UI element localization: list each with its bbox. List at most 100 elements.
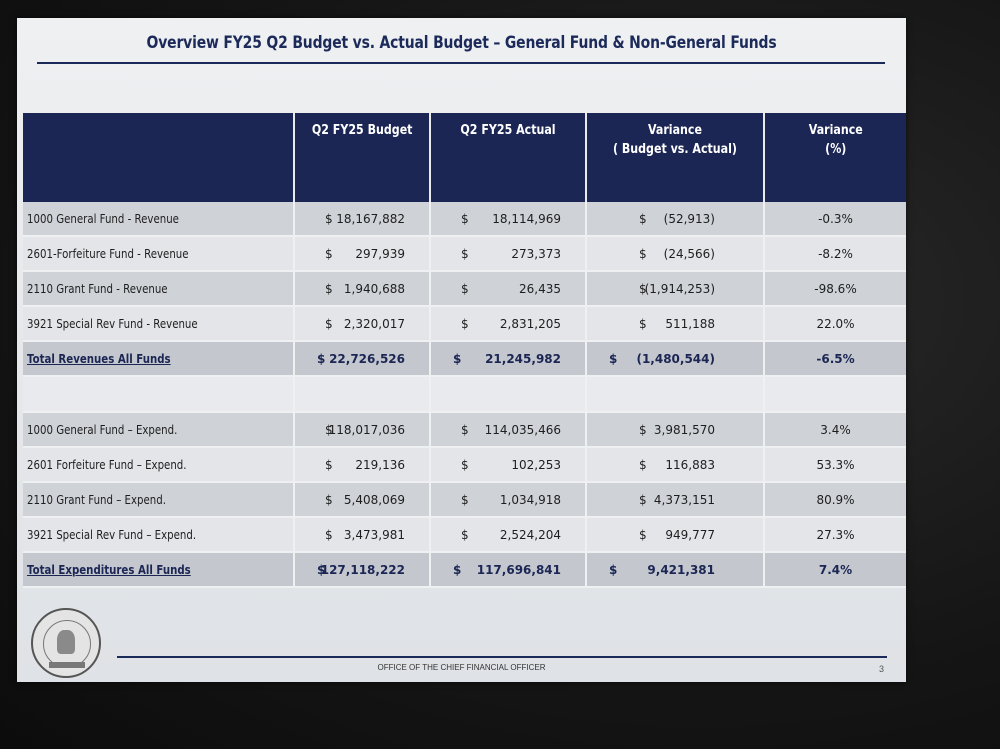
- row-label: 1000 General Fund – Expend.: [23, 412, 295, 448]
- budget-value: 219,136: [355, 457, 405, 472]
- revenue-row: 3921 Special Rev Fund - Revenue $2,320,01…: [23, 306, 906, 342]
- budget-cell: $297,939: [294, 236, 431, 272]
- currency-symbol: $: [461, 457, 469, 472]
- currency-symbol: $: [453, 351, 462, 366]
- currency-symbol: $: [461, 211, 469, 226]
- currency-symbol: $: [639, 281, 647, 296]
- budget-value: 127,118,222: [320, 562, 405, 577]
- variance-pct-value: 27.3%: [764, 517, 906, 553]
- actual-value: 21,245,982: [485, 351, 561, 366]
- expense-row: 3921 Special Rev Fund – Expend. $3,473,98…: [23, 517, 906, 553]
- actual-value: 2,831,205: [499, 316, 561, 331]
- variance-pct-value: 22.0%: [764, 306, 906, 342]
- budget-cell: $118,017,036: [294, 412, 431, 448]
- header-label-col: [23, 113, 295, 202]
- currency-symbol: $: [317, 351, 326, 366]
- variance-cell: $4,373,151: [586, 482, 765, 518]
- variance-cell: $3,981,570: [586, 412, 765, 448]
- variance-value: 511,188: [665, 316, 715, 331]
- row-label: Total Expenditures All Funds: [23, 552, 295, 588]
- row-label: 2601 Forfeiture Fund – Expend.: [23, 447, 295, 483]
- budget-value: 2,320,017: [343, 316, 405, 331]
- currency-symbol: $: [461, 422, 469, 437]
- footer-rule: [117, 656, 887, 658]
- title-underline: [37, 62, 885, 64]
- row-label: 2601-Forfeiture Fund - Revenue: [23, 236, 295, 272]
- budget-cell: $5,408,069: [294, 482, 431, 518]
- variance-value: 116,883: [665, 457, 715, 472]
- variance-value: (52,913): [663, 211, 715, 226]
- variance-value: 4,373,151: [653, 492, 715, 507]
- currency-symbol: $: [609, 562, 618, 577]
- budget-cell: $22,726,526: [294, 341, 431, 377]
- actual-cell: $26,435: [430, 271, 587, 307]
- budget-value: 297,939: [355, 246, 405, 261]
- currency-symbol: $: [461, 492, 469, 507]
- variance-pct-value: -0.3%: [764, 202, 906, 237]
- currency-symbol: $: [317, 562, 326, 577]
- revenue-total-row: Total Revenues All Funds $22,726,526 $21,2…: [23, 341, 906, 377]
- budget-cell: $18,167,882: [294, 202, 431, 237]
- variance-cell: $ (24,566): [586, 236, 765, 272]
- budget-value: 18,167,882: [336, 211, 405, 226]
- variance-cell: $ (52,913): [586, 202, 765, 237]
- revenue-row: 2601-Forfeiture Fund - Revenue $297,939 $2…: [23, 236, 906, 272]
- variance-cell: $ (1,914,253): [586, 271, 765, 307]
- currency-symbol: $: [639, 316, 647, 331]
- budget-cell: $127,118,222: [294, 552, 431, 588]
- budget-value: 118,017,036: [328, 422, 405, 437]
- currency-symbol: $: [609, 351, 618, 366]
- expense-row: 2601 Forfeiture Fund – Expend. $219,136 $1…: [23, 447, 906, 483]
- variance-value: (1,914,253): [644, 281, 715, 296]
- currency-symbol: $: [639, 527, 647, 542]
- currency-symbol: $: [461, 281, 469, 296]
- budget-table: Q2 FY25 Budget Q2 FY25 Actual Variance( …: [23, 113, 906, 588]
- row-label: 1000 General Fund - Revenue: [23, 202, 295, 237]
- city-seal-icon: [31, 608, 101, 678]
- variance-cell: $116,883: [586, 447, 765, 483]
- budget-value: 3,473,981: [343, 527, 405, 542]
- variance-pct-value: 53.3%: [764, 447, 906, 483]
- spacer-row: [23, 376, 906, 413]
- currency-symbol: $: [325, 457, 333, 472]
- currency-symbol: $: [639, 492, 647, 507]
- currency-symbol: $: [325, 422, 333, 437]
- variance-value: (24,566): [663, 246, 715, 261]
- actual-value: 117,696,841: [476, 562, 561, 577]
- row-label: 3921 Special Rev Fund - Revenue: [23, 306, 295, 342]
- header-budget: Q2 FY25 Budget: [294, 113, 431, 202]
- actual-cell: $2,831,205: [430, 306, 587, 342]
- actual-cell: $2,524,204: [430, 517, 587, 553]
- page-number: 3: [878, 664, 884, 674]
- budget-cell: $1,940,688: [294, 271, 431, 307]
- expense-total-row: Total Expenditures All Funds $127,118,222…: [23, 552, 906, 588]
- variance-cell: $949,777: [586, 517, 765, 553]
- actual-cell: $21,245,982: [430, 341, 587, 377]
- variance-cell: $511,188: [586, 306, 765, 342]
- slide-title: Overview FY25 Q2 Budget vs. Actual Budge…: [146, 33, 777, 53]
- expense-row: 1000 General Fund – Expend. $118,017,036 $…: [23, 412, 906, 448]
- revenue-row: 1000 General Fund - Revenue $18,167,882 $1…: [23, 202, 906, 237]
- actual-value: 273,373: [511, 246, 561, 261]
- actual-value: 18,114,969: [492, 211, 561, 226]
- actual-value: 26,435: [519, 281, 561, 296]
- actual-value: 102,253: [511, 457, 561, 472]
- currency-symbol: $: [461, 316, 469, 331]
- currency-symbol: $: [639, 246, 647, 261]
- currency-symbol: $: [461, 246, 469, 261]
- header-variance: Variance( Budget vs. Actual): [586, 113, 765, 202]
- expense-row: 2110 Grant Fund – Expend. $5,408,069 $1,03…: [23, 482, 906, 518]
- variance-pct-value: -6.5%: [764, 341, 906, 377]
- row-label: 2110 Grant Fund – Expend.: [23, 482, 295, 518]
- currency-symbol: $: [461, 527, 469, 542]
- variance-cell: $ (1,480,544): [586, 341, 765, 377]
- variance-pct-value: 80.9%: [764, 482, 906, 518]
- actual-value: 2,524,204: [499, 527, 561, 542]
- variance-value: 949,777: [665, 527, 715, 542]
- actual-cell: $1,034,918: [430, 482, 587, 518]
- actual-value: 1,034,918: [499, 492, 561, 507]
- variance-pct-value: 7.4%: [764, 552, 906, 588]
- currency-symbol: $: [325, 492, 333, 507]
- slide: Overview FY25 Q2 Budget vs. Actual Budge…: [17, 18, 906, 682]
- currency-symbol: $: [639, 422, 647, 437]
